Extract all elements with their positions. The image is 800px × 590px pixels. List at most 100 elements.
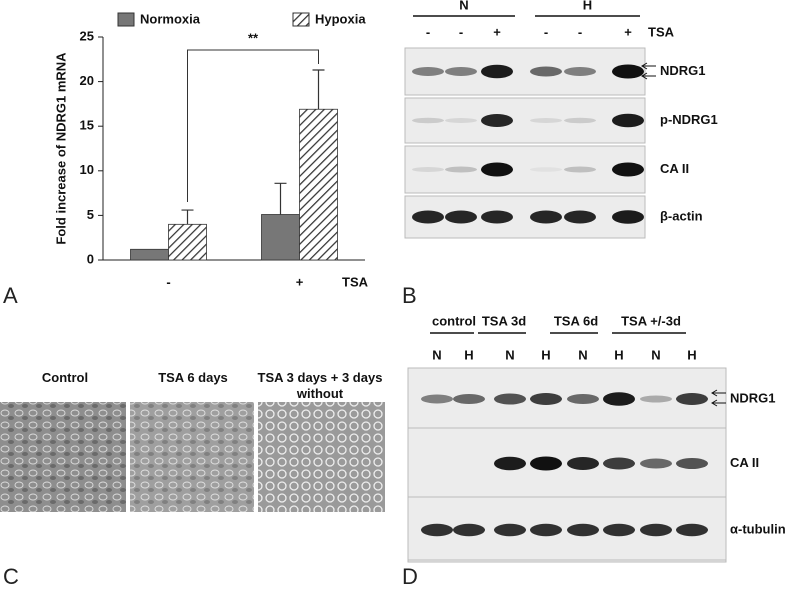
band xyxy=(640,523,672,537)
band-label: α-tubulin xyxy=(730,521,786,536)
significance-bracket xyxy=(187,49,319,203)
band xyxy=(564,117,596,124)
arrow xyxy=(641,72,656,80)
error-bar xyxy=(274,182,287,215)
legend-swatch xyxy=(117,12,135,27)
y-tick-label: 10 xyxy=(80,162,94,177)
band xyxy=(612,162,644,177)
lane-label: + xyxy=(493,24,501,39)
band xyxy=(612,210,644,224)
band-label: CA II xyxy=(730,455,759,470)
x-axis-label: TSA xyxy=(342,274,369,289)
micrograph xyxy=(258,402,385,512)
band xyxy=(494,456,526,471)
band xyxy=(481,114,513,127)
band xyxy=(494,393,526,405)
treatment-label: TSA xyxy=(648,24,675,39)
bar-chart: 0 5 10 15 20 25 Fold increase of NDRG1 mRNA - + T… xyxy=(53,11,368,289)
band xyxy=(640,458,672,469)
band xyxy=(445,118,477,123)
y-tick-label: 15 xyxy=(80,118,94,133)
error-bar xyxy=(312,69,325,110)
lane-label: H xyxy=(464,347,473,362)
x-tick-label: - xyxy=(166,274,170,289)
panel-letter: A xyxy=(3,283,18,308)
band-label: CA II xyxy=(660,161,689,176)
band xyxy=(530,210,562,224)
band xyxy=(676,393,708,405)
micrograph xyxy=(130,402,254,512)
band xyxy=(481,64,513,79)
band xyxy=(421,523,453,537)
band-label: β-actin xyxy=(660,208,703,223)
bar xyxy=(168,223,207,261)
arrow xyxy=(711,399,726,407)
arrow xyxy=(711,389,726,397)
band xyxy=(530,118,562,123)
band xyxy=(494,523,526,537)
band xyxy=(567,457,599,470)
band xyxy=(453,394,485,404)
band xyxy=(530,66,562,77)
band xyxy=(564,166,596,173)
band xyxy=(481,210,513,224)
band xyxy=(530,167,562,172)
panel-letter: C xyxy=(3,564,19,589)
group-label: TSA 6d xyxy=(554,313,598,328)
lane-label: H xyxy=(614,347,623,362)
band-label: NDRG1 xyxy=(660,63,706,78)
band xyxy=(567,523,599,537)
band xyxy=(481,162,513,177)
error-bar xyxy=(181,209,194,225)
band xyxy=(567,394,599,404)
band xyxy=(676,458,708,469)
lane-label: H xyxy=(541,347,550,362)
band-label: p-NDRG1 xyxy=(660,112,718,127)
band xyxy=(412,167,444,172)
band xyxy=(640,395,672,403)
group-label: H xyxy=(583,0,592,12)
bar xyxy=(130,248,169,261)
group-label: control xyxy=(432,313,476,328)
lane-label: H xyxy=(687,347,696,362)
band xyxy=(530,393,562,405)
group-label: N xyxy=(459,0,468,12)
legend-swatch xyxy=(292,12,310,27)
image-label: TSA 3 days + 3 days without xyxy=(257,370,383,401)
micrograph xyxy=(0,402,126,512)
band xyxy=(676,523,708,537)
image-label: Control xyxy=(41,370,89,385)
lane-label: - xyxy=(544,24,548,39)
band xyxy=(564,67,596,76)
lane-label: N xyxy=(578,347,587,362)
lane-label: - xyxy=(459,24,463,39)
image-label: TSA 6 days xyxy=(158,370,228,385)
band xyxy=(421,394,453,404)
band-label: NDRG1 xyxy=(730,390,776,405)
legend-label: Normoxia xyxy=(140,11,201,26)
band xyxy=(445,210,477,224)
band xyxy=(412,210,444,224)
group-label: TSA 3d xyxy=(482,313,526,328)
band xyxy=(612,64,644,79)
panel-letter: B xyxy=(402,283,417,308)
band xyxy=(530,456,562,471)
bar xyxy=(299,108,338,261)
band xyxy=(412,117,444,124)
blot-strip xyxy=(404,97,646,144)
band xyxy=(603,457,635,470)
band xyxy=(445,67,477,76)
bar xyxy=(261,214,300,261)
lane-label: - xyxy=(426,24,430,39)
y-tick-label: 25 xyxy=(80,28,94,43)
lane-label: N xyxy=(505,347,514,362)
lane-label: N xyxy=(432,347,441,362)
panel-letter: D xyxy=(402,564,418,589)
lane-label: N xyxy=(651,347,660,362)
x-tick-label: + xyxy=(296,274,304,289)
y-axis-label: Fold increase of NDRG1 mRNA xyxy=(53,52,68,245)
y-tick-label: 5 xyxy=(87,207,94,222)
band xyxy=(612,113,644,128)
